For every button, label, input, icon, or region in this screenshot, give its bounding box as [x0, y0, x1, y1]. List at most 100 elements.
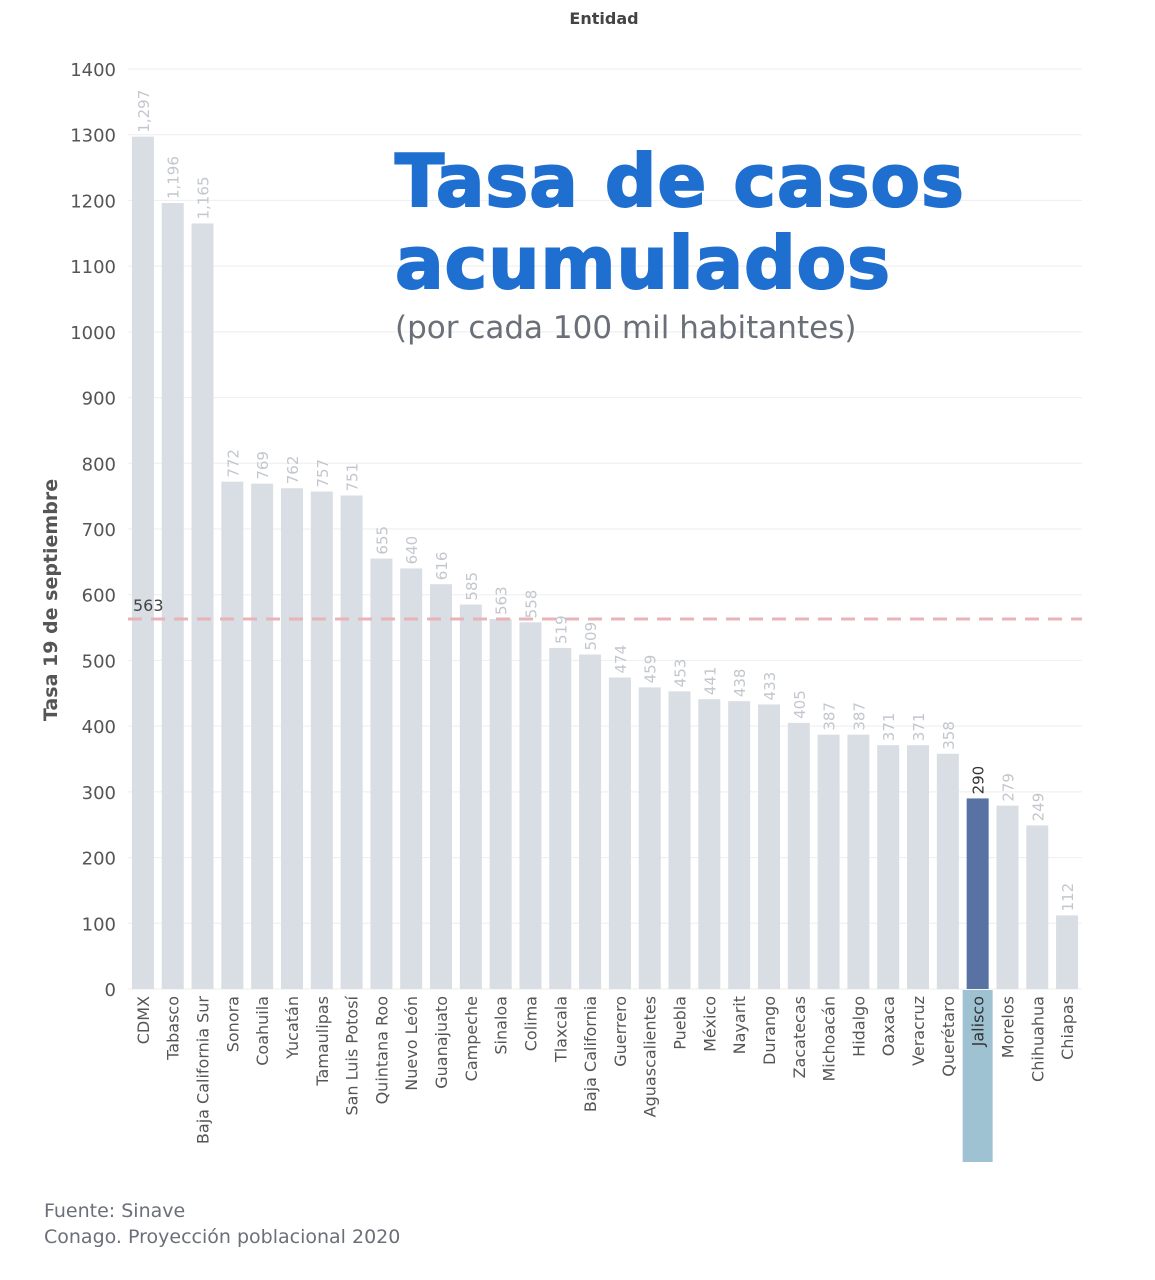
- y-tick-label: 700: [82, 520, 116, 541]
- value-label: 405: [791, 690, 809, 719]
- value-label: 433: [761, 672, 779, 701]
- x-tick-label: Guerrero: [611, 996, 630, 1067]
- value-label: 387: [850, 702, 868, 731]
- value-label: 1,165: [195, 176, 213, 219]
- bar-veracruz: [907, 745, 930, 989]
- x-tick-label: Aguascalientes: [641, 996, 660, 1117]
- value-label: 762: [284, 456, 302, 485]
- bar-aguascalientes: [638, 687, 661, 989]
- bar-jalisco: [966, 798, 989, 989]
- value-label: 459: [642, 655, 660, 684]
- value-label: 358: [940, 721, 958, 750]
- value-label: 249: [1029, 793, 1047, 822]
- x-tick-label: Baja California Sur: [194, 996, 213, 1144]
- y-tick-label: 400: [82, 717, 116, 738]
- y-tick-label: 300: [82, 783, 116, 804]
- value-label: 112: [1059, 883, 1077, 912]
- bar-quintana-roo: [370, 558, 393, 989]
- y-tick-label: 100: [82, 914, 116, 935]
- value-label: 772: [224, 449, 242, 478]
- y-tick-label: 500: [82, 651, 116, 672]
- value-label: 438: [731, 669, 749, 698]
- source-line-2: Conago. Proyección poblacional 2020: [44, 1226, 401, 1248]
- source-line-1: Fuente: Sinave: [44, 1200, 186, 1222]
- x-tick-label: Guanajuato: [432, 996, 451, 1089]
- bar-sinaloa: [489, 619, 512, 989]
- bar-nayarit: [728, 701, 751, 989]
- x-tick-label: Durango: [760, 996, 779, 1065]
- y-tick-label: 0: [105, 980, 116, 1001]
- bar-hidalgo: [847, 734, 870, 989]
- x-tick-label: Colima: [521, 996, 540, 1051]
- value-label: 453: [672, 659, 690, 688]
- bar-yucat-n: [280, 488, 303, 989]
- reference-line-group: 563: [128, 596, 1082, 621]
- y-axis-ticks: 0 100 200 300 400 500 600 700 800 900 1000 1100 1200…: [70, 60, 116, 1001]
- x-tick-label: Tabasco: [164, 996, 183, 1061]
- bar-michoac-n: [817, 734, 840, 989]
- value-label: 640: [403, 536, 421, 565]
- bar-guanajuato: [430, 584, 453, 989]
- x-tick-label: CDMX: [134, 996, 153, 1044]
- y-axis-title: Tasa 19 de septiembre: [40, 479, 62, 721]
- y-tick-label: 1400: [70, 60, 116, 81]
- bar-sonora: [221, 481, 244, 989]
- bar-chiapas: [1056, 915, 1079, 989]
- x-tick-label: Nayarit: [730, 996, 749, 1054]
- value-label: 757: [314, 459, 332, 488]
- value-label: 563: [493, 586, 511, 615]
- y-tick-label: 200: [82, 849, 116, 870]
- bars: [131, 136, 1079, 990]
- x-tick-label: Michoacán: [820, 996, 839, 1082]
- value-label: 1,297: [135, 90, 153, 133]
- value-label: 519: [552, 615, 570, 644]
- bar-oaxaca: [877, 745, 900, 989]
- x-tick-label: Zacatecas: [790, 996, 809, 1078]
- x-tick-label: Veracruz: [909, 996, 928, 1066]
- x-axis-labels: CDMX Tabasco Baja California Sur Sonora Coah…: [134, 990, 1077, 1162]
- bar-chihuahua: [1026, 825, 1049, 989]
- x-tick-label: Puebla: [671, 996, 690, 1050]
- x-tick-label: Jalisco: [969, 996, 988, 1047]
- chart-title-line2: acumulados: [394, 221, 891, 305]
- x-tick-label: Chihuahua: [1028, 996, 1047, 1082]
- x-tick-label: Coahuila: [253, 996, 272, 1066]
- highlight-label-bg: [962, 990, 993, 1162]
- x-tick-label: Sonora: [223, 996, 242, 1052]
- bar-quer-taro: [936, 753, 959, 989]
- bar-baja-california-sur: [191, 223, 214, 989]
- bar-san-luis-potos-: [340, 495, 363, 989]
- bar-m-xico: [698, 699, 721, 989]
- x-tick-label: Nuevo León: [402, 996, 421, 1091]
- value-label: 751: [344, 463, 362, 492]
- x-tick-label: Hidalgo: [849, 996, 868, 1057]
- y-tick-label: 1100: [70, 257, 116, 278]
- value-label: 441: [701, 667, 719, 696]
- chart-title-line1: Tasa de casos: [394, 139, 965, 223]
- y-tick-label: 1000: [70, 323, 116, 344]
- value-label: 279: [999, 773, 1017, 802]
- x-tick-label: Morelos: [998, 996, 1017, 1058]
- y-tick-label: 1300: [70, 126, 116, 147]
- x-tick-label: Sinaloa: [492, 996, 511, 1055]
- x-tick-label: Campeche: [462, 996, 481, 1081]
- value-label: 585: [463, 572, 481, 601]
- bar-coahuila: [251, 483, 274, 989]
- bar-morelos: [996, 805, 1019, 989]
- value-label: 509: [582, 622, 600, 651]
- value-labels: 1,297 1,196 1,165 772 769 762 757 751 655 640 616 5…: [135, 90, 1077, 912]
- x-tick-label: Baja California: [581, 996, 600, 1112]
- chart-subtitle: (por cada 100 mil habitantes): [395, 310, 857, 346]
- value-label: 290: [970, 766, 988, 795]
- bar-colima: [519, 622, 542, 989]
- bar-tamaulipas: [310, 491, 333, 989]
- y-tick-label: 900: [82, 389, 116, 410]
- x-tick-label: Oaxaca: [879, 996, 898, 1056]
- bar-puebla: [668, 691, 691, 989]
- x-tick-label: México: [700, 996, 719, 1052]
- top-axis-label: Entidad: [569, 9, 638, 28]
- x-tick-label: Chiapas: [1058, 996, 1077, 1060]
- x-tick-label: Tamaulipas: [313, 996, 332, 1087]
- bar-zacatecas: [787, 722, 810, 989]
